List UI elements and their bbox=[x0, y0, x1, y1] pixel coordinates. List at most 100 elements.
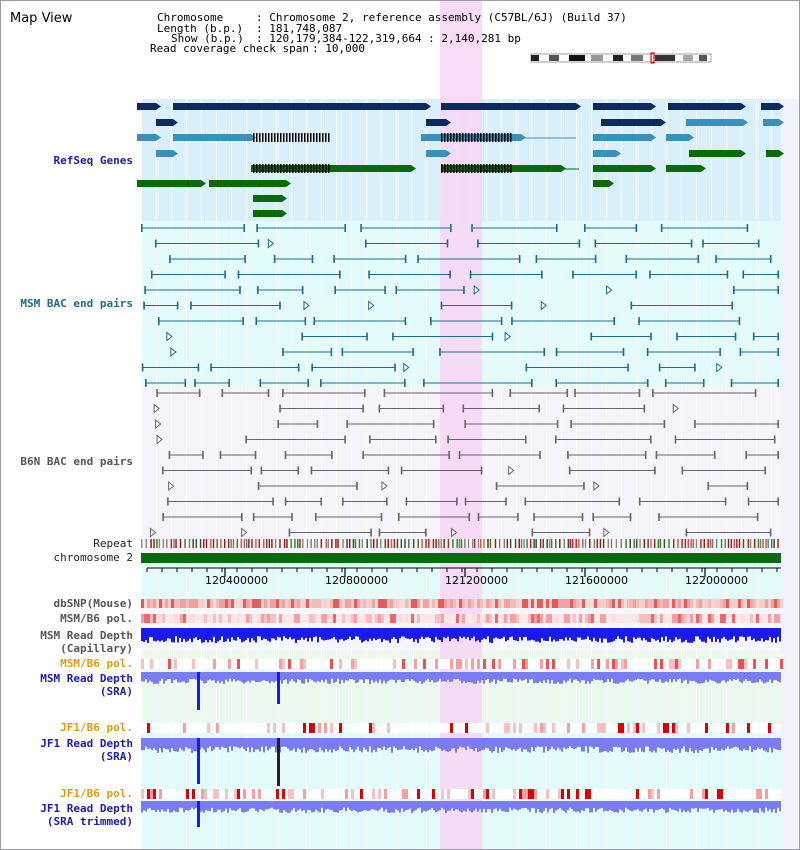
depth-bar bbox=[179, 738, 181, 748]
track-label-chromosome[interactable]: chromosome 2 bbox=[54, 551, 133, 564]
depth-bar bbox=[183, 672, 185, 681]
exon-tick bbox=[268, 164, 270, 173]
depth-bar bbox=[369, 672, 371, 684]
depth-bar bbox=[469, 672, 471, 682]
depth-bar bbox=[463, 738, 465, 748]
depth-bar bbox=[373, 801, 375, 810]
bac-end-mark bbox=[703, 379, 705, 387]
track-label-dbsnp[interactable]: dbSNP(Mouse) bbox=[54, 597, 133, 610]
strip-cell bbox=[318, 723, 321, 733]
strip-cell bbox=[303, 659, 306, 669]
depth-bar bbox=[749, 628, 751, 636]
track-label-msm-depth-sra[interactable]: MSM Read Depth (SRA) bbox=[40, 672, 133, 698]
gene-block bbox=[156, 119, 173, 126]
track-label-jf1-depth-trimmed[interactable]: JF1 Read Depth (SRA trimmed) bbox=[40, 802, 133, 828]
strip-cell bbox=[768, 723, 771, 733]
strip-cell bbox=[675, 659, 678, 669]
depth-bar bbox=[473, 672, 475, 684]
depth-bar bbox=[739, 801, 741, 812]
depth-bar bbox=[509, 738, 511, 749]
strip-cell bbox=[654, 659, 657, 669]
strip-cell bbox=[723, 599, 726, 608]
track-label-jf1-b6-pol-1[interactable]: JF1/B6 pol. bbox=[60, 721, 133, 734]
depth-bar bbox=[293, 628, 295, 639]
depth-bar bbox=[727, 738, 729, 746]
depth-bar bbox=[733, 738, 735, 747]
bac-end-mark bbox=[555, 379, 557, 387]
strip-cell bbox=[330, 614, 333, 623]
depth-bar bbox=[309, 628, 311, 638]
depth-bar bbox=[557, 738, 559, 748]
track-label-b6n-bac[interactable]: B6N BAC end pairs bbox=[20, 455, 133, 468]
depth-bar bbox=[777, 672, 779, 681]
depth-bar bbox=[649, 801, 651, 809]
strip-cell bbox=[207, 723, 210, 733]
depth-bar bbox=[439, 628, 441, 640]
depth-bar bbox=[339, 672, 341, 684]
depth-bar bbox=[181, 738, 183, 750]
bac-end-mark bbox=[202, 451, 204, 459]
depth-bar bbox=[373, 738, 375, 750]
depth-bar bbox=[461, 738, 463, 747]
repeat-element bbox=[483, 539, 485, 548]
track-label-jf1-depth-sra[interactable]: JF1 Read Depth (SRA) bbox=[40, 737, 133, 763]
depth-bar bbox=[413, 672, 415, 681]
track-label-repeat[interactable]: Repeat bbox=[93, 537, 133, 550]
depth-bar bbox=[427, 738, 429, 752]
repeat-element bbox=[570, 539, 572, 548]
depth-bar bbox=[505, 738, 507, 747]
strip-cell bbox=[540, 599, 543, 608]
exon-tick bbox=[268, 133, 270, 142]
track-label-msm-b6-pol-2[interactable]: MSM/B6 pol. bbox=[60, 657, 133, 670]
depth-bar bbox=[577, 738, 579, 747]
depth-bar bbox=[585, 801, 587, 808]
strip-cell bbox=[726, 659, 729, 669]
strip-cell bbox=[753, 659, 756, 669]
depth-bar bbox=[215, 672, 217, 683]
depth-bar bbox=[247, 738, 249, 747]
depth-bar bbox=[691, 672, 693, 681]
depth-bar bbox=[583, 738, 585, 751]
depth-bar bbox=[373, 672, 375, 683]
depth-bar bbox=[625, 672, 627, 681]
depth-bar bbox=[445, 738, 447, 751]
repeat-element bbox=[685, 539, 687, 548]
strip-cell bbox=[546, 614, 549, 623]
depth-bar bbox=[575, 672, 577, 680]
depth-bar bbox=[515, 801, 517, 810]
exon-tick bbox=[471, 133, 473, 142]
strip-cell bbox=[195, 599, 198, 608]
track-label-msm-b6-pol-1[interactable]: MSM/B6 pol. bbox=[60, 612, 133, 625]
depth-bar bbox=[181, 628, 183, 642]
depth-bar bbox=[353, 801, 355, 810]
track-label-refseq[interactable]: RefSeq Genes bbox=[54, 154, 133, 167]
repeat-element bbox=[510, 539, 512, 548]
track-label-msm-bac[interactable]: MSM BAC end pairs bbox=[20, 297, 133, 310]
depth-bar bbox=[341, 672, 343, 680]
strip-cell bbox=[666, 599, 669, 608]
depth-bar bbox=[319, 672, 321, 682]
depth-bar bbox=[343, 738, 345, 750]
track-label-jf1-b6-pol-2[interactable]: JF1/B6 pol. bbox=[60, 787, 133, 800]
track-label-msm-depth-capillary[interactable]: MSM Read Depth (Capillary) bbox=[40, 629, 133, 655]
depth-bar bbox=[155, 738, 157, 750]
depth-bar bbox=[529, 672, 531, 679]
strip-cell bbox=[708, 599, 711, 608]
depth-bar bbox=[569, 628, 571, 638]
strip-cell bbox=[540, 723, 543, 733]
depth-bar bbox=[773, 738, 775, 748]
repeat-element bbox=[518, 539, 520, 548]
strip-cell bbox=[516, 614, 519, 623]
bac-end-mark bbox=[256, 224, 258, 232]
depth-bar bbox=[551, 738, 553, 747]
depth-bar bbox=[327, 628, 329, 640]
bac-end-mark bbox=[477, 240, 479, 248]
depth-bar bbox=[233, 738, 235, 747]
depth-bar bbox=[613, 672, 615, 683]
depth-bar bbox=[395, 738, 397, 748]
exon-tick bbox=[453, 164, 455, 173]
depth-bar bbox=[757, 628, 759, 641]
depth-bar bbox=[525, 801, 527, 808]
depth-bar bbox=[187, 738, 189, 749]
depth-bar bbox=[685, 672, 687, 680]
